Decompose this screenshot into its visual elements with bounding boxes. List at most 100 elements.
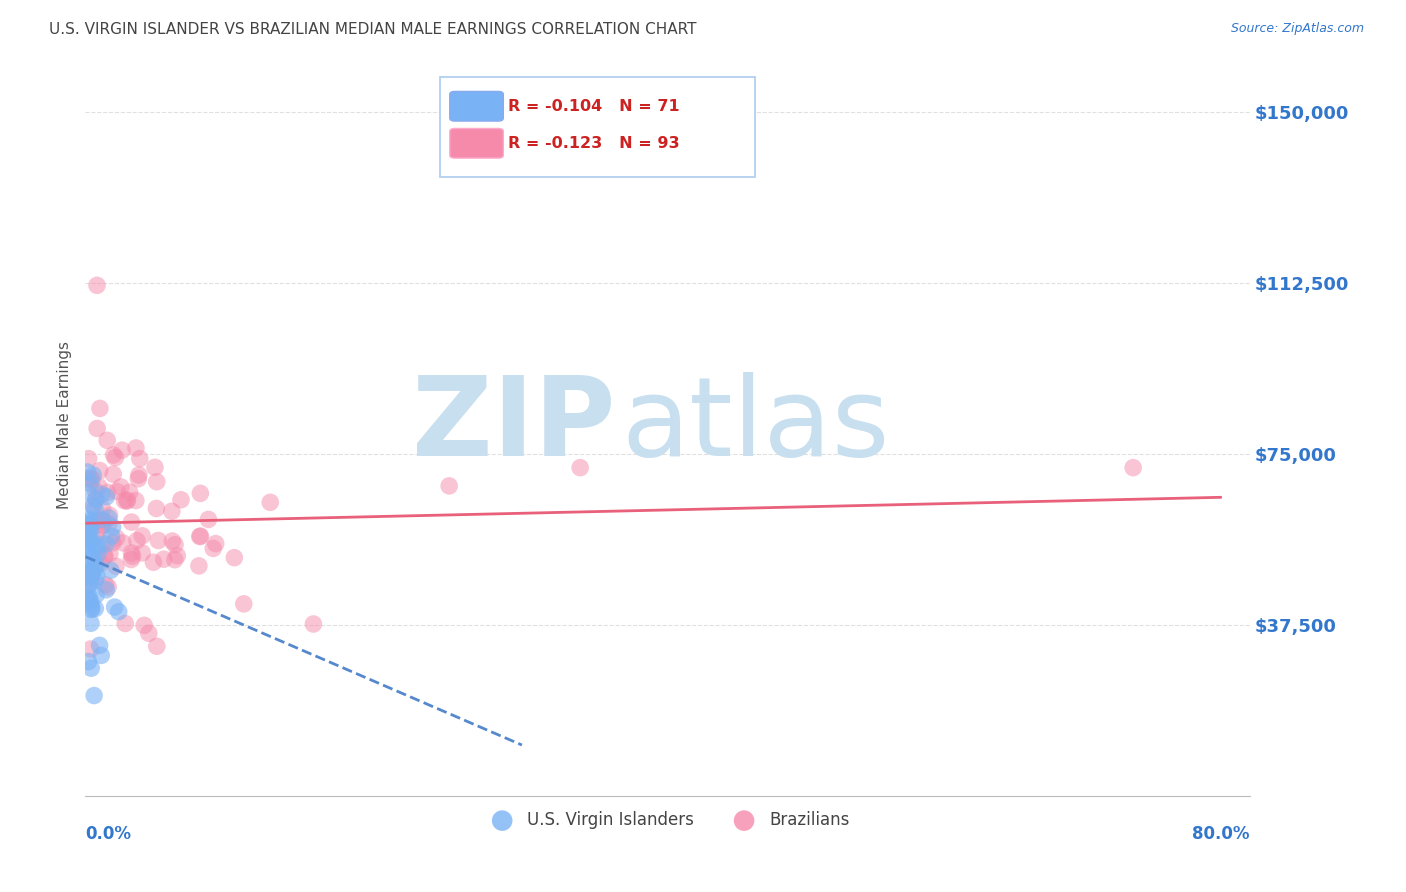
Point bbox=[437, 479, 460, 493]
Point bbox=[104, 559, 127, 574]
Point bbox=[75, 523, 97, 537]
Point bbox=[134, 618, 156, 632]
Point bbox=[138, 626, 160, 640]
Point bbox=[77, 655, 100, 669]
Point bbox=[115, 494, 138, 508]
Point bbox=[202, 541, 225, 556]
Point bbox=[145, 475, 167, 489]
Point bbox=[79, 514, 101, 528]
Point bbox=[90, 520, 112, 534]
Text: U.S. VIRGIN ISLANDER VS BRAZILIAN MEDIAN MALE EARNINGS CORRELATION CHART: U.S. VIRGIN ISLANDER VS BRAZILIAN MEDIAN… bbox=[49, 22, 697, 37]
Point bbox=[76, 521, 98, 535]
Point bbox=[111, 443, 134, 458]
Point bbox=[163, 552, 186, 566]
Y-axis label: Median Male Earnings: Median Male Earnings bbox=[58, 342, 72, 509]
Point bbox=[76, 524, 98, 539]
Point bbox=[143, 460, 166, 475]
Point bbox=[82, 500, 104, 514]
Point bbox=[160, 504, 183, 518]
Point bbox=[80, 473, 103, 487]
Point bbox=[90, 487, 112, 501]
Point bbox=[80, 599, 103, 613]
Point bbox=[75, 523, 97, 537]
Point bbox=[103, 448, 125, 462]
Point bbox=[80, 573, 103, 587]
Point bbox=[89, 464, 111, 478]
Point bbox=[79, 512, 101, 526]
Point bbox=[96, 434, 118, 448]
Point bbox=[80, 642, 103, 657]
Point bbox=[120, 552, 142, 566]
Point bbox=[131, 546, 153, 560]
Point bbox=[90, 557, 112, 571]
Point bbox=[302, 617, 325, 632]
Point bbox=[91, 501, 114, 516]
Point bbox=[86, 536, 108, 550]
Point bbox=[90, 648, 112, 663]
Point bbox=[80, 616, 103, 631]
Point bbox=[96, 582, 118, 597]
Point bbox=[84, 527, 107, 541]
Text: R = -0.104   N = 71: R = -0.104 N = 71 bbox=[508, 99, 679, 114]
Point bbox=[97, 511, 120, 525]
Point bbox=[204, 536, 226, 550]
Point bbox=[84, 483, 107, 498]
Point bbox=[82, 550, 104, 565]
Point bbox=[79, 577, 101, 591]
Point bbox=[117, 493, 139, 508]
FancyBboxPatch shape bbox=[440, 78, 755, 178]
Text: R = -0.123   N = 93: R = -0.123 N = 93 bbox=[508, 136, 679, 151]
Point bbox=[75, 591, 97, 605]
Point bbox=[79, 476, 101, 491]
Point bbox=[187, 558, 209, 573]
Point bbox=[98, 546, 121, 560]
Point bbox=[83, 561, 105, 575]
Point bbox=[94, 549, 117, 563]
Point bbox=[79, 516, 101, 531]
Point bbox=[83, 689, 105, 703]
Point bbox=[75, 517, 97, 532]
Legend: U.S. Virgin Islanders, Brazilians: U.S. Virgin Islanders, Brazilians bbox=[479, 805, 856, 836]
Text: 80.0%: 80.0% bbox=[1192, 825, 1250, 844]
Point bbox=[83, 558, 105, 572]
Point bbox=[170, 492, 193, 507]
Point bbox=[111, 536, 134, 550]
Point bbox=[76, 542, 98, 557]
Point bbox=[96, 490, 118, 504]
Point bbox=[101, 535, 124, 549]
Point bbox=[104, 450, 127, 465]
Point bbox=[77, 520, 100, 534]
Point bbox=[107, 605, 129, 619]
Point bbox=[125, 493, 148, 508]
Point bbox=[86, 558, 108, 573]
Point bbox=[80, 522, 103, 536]
Point bbox=[77, 579, 100, 593]
Point bbox=[101, 520, 124, 534]
Point bbox=[104, 600, 127, 615]
Text: ZIP: ZIP bbox=[412, 372, 614, 479]
Point bbox=[89, 638, 111, 652]
Point bbox=[77, 451, 100, 466]
Point bbox=[114, 616, 136, 631]
Point bbox=[100, 529, 122, 543]
Point bbox=[148, 533, 170, 548]
Point bbox=[105, 484, 128, 499]
Point bbox=[75, 566, 97, 581]
Point bbox=[80, 602, 103, 616]
Point bbox=[86, 278, 108, 293]
Point bbox=[75, 518, 97, 533]
Point bbox=[84, 573, 107, 587]
Point bbox=[232, 597, 254, 611]
Point bbox=[1122, 460, 1144, 475]
Point bbox=[190, 529, 212, 543]
Point bbox=[121, 549, 143, 564]
Point bbox=[80, 566, 103, 581]
Point bbox=[86, 421, 108, 435]
Point bbox=[79, 590, 101, 604]
Point bbox=[94, 537, 117, 551]
Point bbox=[142, 555, 165, 569]
Point bbox=[84, 501, 107, 516]
Point bbox=[131, 529, 153, 543]
Point bbox=[145, 501, 167, 516]
Point bbox=[569, 460, 592, 475]
